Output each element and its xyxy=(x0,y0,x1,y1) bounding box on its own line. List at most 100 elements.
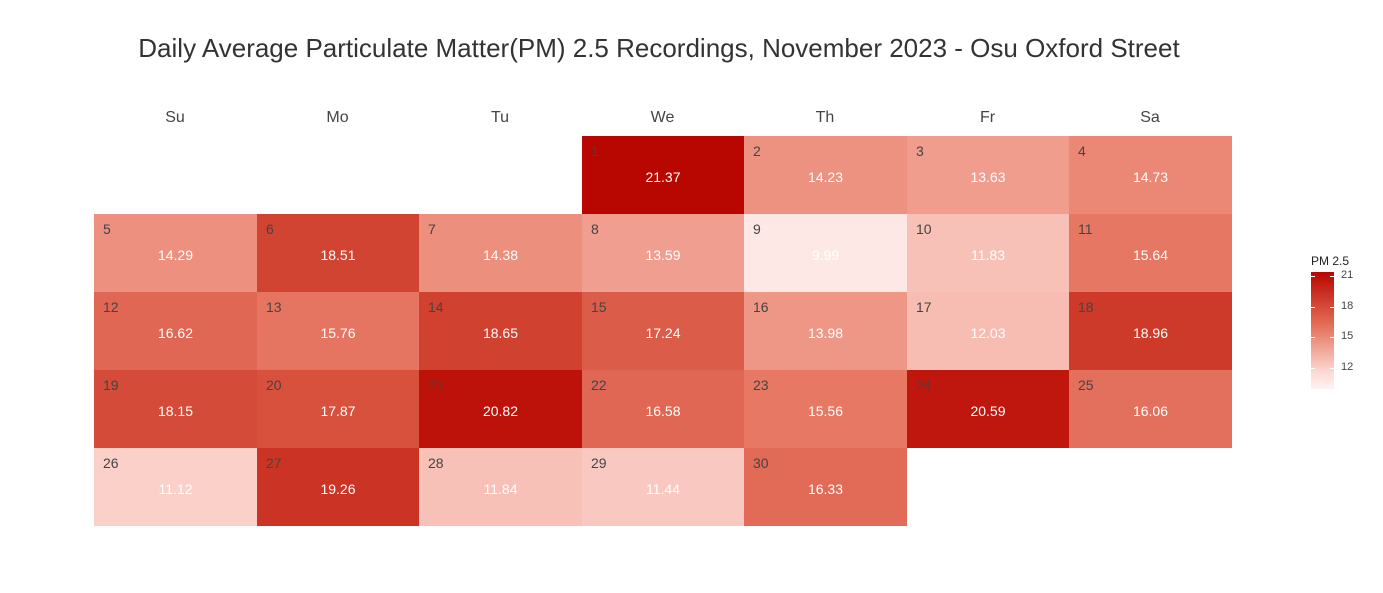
day-cell: 4 14.73 xyxy=(1069,136,1232,214)
day-number: 28 xyxy=(428,455,444,471)
day-cell: 27 19.26 xyxy=(257,448,419,526)
day-cell: 8 13.59 xyxy=(582,214,744,292)
day-cell: 3 13.63 xyxy=(907,136,1069,214)
day-number: 16 xyxy=(753,299,769,315)
day-cell: 2 14.23 xyxy=(744,136,907,214)
legend-tick-label: 12 xyxy=(1341,361,1354,373)
weekday-label: Tu xyxy=(490,109,510,126)
day-number: 2 xyxy=(753,143,761,159)
pm25-value-label: 11.12 xyxy=(158,481,193,497)
day-number: 19 xyxy=(103,377,119,393)
pm25-value-label: 13.63 xyxy=(970,169,1006,185)
day-number: 22 xyxy=(591,377,607,393)
weekday-label: Mo xyxy=(326,109,349,126)
day-number: 1 xyxy=(591,143,599,159)
pm25-value-label: 16.62 xyxy=(157,325,194,341)
day-cell: 15 17.24 xyxy=(582,292,744,370)
pm25-value-label: 14.73 xyxy=(1132,169,1169,185)
day-cell: 16 13.98 xyxy=(744,292,907,370)
day-cell: 7 14.38 xyxy=(419,214,582,292)
day-cell: 1 21.37 xyxy=(582,136,744,214)
pm25-value-label: 15.76 xyxy=(320,325,356,341)
day-number: 21 xyxy=(428,377,444,393)
pm25-value-label: 20.59 xyxy=(970,403,1006,419)
weekday-label: We xyxy=(650,109,675,126)
pm25-value-label: 14.23 xyxy=(807,169,844,185)
day-cell: 23 15.56 xyxy=(744,370,907,448)
legend-tick-label: 15 xyxy=(1341,330,1354,342)
legend-color-bar xyxy=(1311,272,1334,389)
day-cell: 29 11.44 xyxy=(582,448,744,526)
day-number: 15 xyxy=(591,299,607,315)
weekday-label: Sa xyxy=(1140,109,1160,126)
day-cell: 22 16.58 xyxy=(582,370,744,448)
pm25-value-label: 14.38 xyxy=(482,247,519,263)
day-cell: 25 16.06 xyxy=(1069,370,1232,448)
day-number: 7 xyxy=(428,221,436,237)
pm25-value-label: 13.59 xyxy=(645,247,681,263)
day-number: 5 xyxy=(103,221,111,237)
day-number: 13 xyxy=(266,299,282,315)
legend-tick-mark xyxy=(1311,307,1334,308)
day-cell: 12 16.62 xyxy=(94,292,257,370)
pm25-value-label: 11.83 xyxy=(971,247,1005,263)
day-cell: 10 11.83 xyxy=(907,214,1069,292)
legend-tick-label: 18 xyxy=(1341,300,1354,312)
day-cell: 18 18.96 xyxy=(1069,292,1232,370)
legend-tick-label: 21 xyxy=(1341,269,1354,281)
legend-tick-mark xyxy=(1311,337,1334,338)
day-cell: 6 18.51 xyxy=(257,214,419,292)
pm25-value-label: 15.64 xyxy=(1132,247,1169,263)
pm25-value-label: 17.24 xyxy=(645,325,681,341)
day-cell: 21 20.82 xyxy=(419,370,582,448)
pm25-value-label: 20.82 xyxy=(482,403,519,419)
day-number: 6 xyxy=(266,221,274,237)
pm25-value-label: 16.06 xyxy=(1132,403,1169,419)
pm25-value-label: 18.96 xyxy=(1132,325,1169,341)
day-number: 18 xyxy=(1078,299,1094,315)
pm25-value-label: 13.98 xyxy=(807,325,844,341)
day-number: 11 xyxy=(1078,221,1093,237)
day-number: 10 xyxy=(916,221,932,237)
day-cell: 5 14.29 xyxy=(94,214,257,292)
day-cell: 20 17.87 xyxy=(257,370,419,448)
pm25-value-label: 21.37 xyxy=(645,169,681,185)
day-number: 23 xyxy=(753,377,769,393)
pm25-value-label: 18.65 xyxy=(482,325,519,341)
weekday-label: Su xyxy=(165,109,185,126)
day-cell: 30 16.33 xyxy=(744,448,907,526)
pm25-value-label: 9.99 xyxy=(811,247,840,263)
day-number: 26 xyxy=(103,455,119,471)
day-number: 3 xyxy=(916,143,924,159)
day-number: 14 xyxy=(428,299,444,315)
pm25-value-label: 18.15 xyxy=(157,403,194,419)
legend-tick-mark xyxy=(1311,276,1334,277)
day-cell: 14 18.65 xyxy=(419,292,582,370)
day-number: 30 xyxy=(753,455,769,471)
day-number: 24 xyxy=(916,377,932,393)
pm25-value-label: 11.44 xyxy=(646,481,680,497)
pm25-value-label: 19.26 xyxy=(320,481,356,497)
day-number: 25 xyxy=(1078,377,1094,393)
day-number: 27 xyxy=(266,455,282,471)
pm25-value-label: 14.29 xyxy=(157,247,194,263)
day-cell: 19 18.15 xyxy=(94,370,257,448)
day-cell: 28 11.84 xyxy=(419,448,582,526)
pm25-value-label: 17.87 xyxy=(320,403,356,419)
day-cell: 9 9.99 xyxy=(744,214,907,292)
pm25-value-label: 16.33 xyxy=(807,481,844,497)
day-cell: 11 15.64 xyxy=(1069,214,1232,292)
day-cell: 24 20.59 xyxy=(907,370,1069,448)
legend-tick-mark xyxy=(1311,368,1334,369)
day-number: 20 xyxy=(266,377,282,393)
weekday-label: Th xyxy=(815,109,835,126)
day-number: 8 xyxy=(591,221,599,237)
pm25-value-label: 15.56 xyxy=(807,403,844,419)
pm25-value-label: 18.51 xyxy=(320,247,356,263)
day-number: 17 xyxy=(916,299,932,315)
pm25-value-label: 12.03 xyxy=(970,325,1006,341)
day-number: 12 xyxy=(103,299,119,315)
pm25-value-label: 16.58 xyxy=(645,403,681,419)
weekday-label: Fr xyxy=(979,109,996,126)
